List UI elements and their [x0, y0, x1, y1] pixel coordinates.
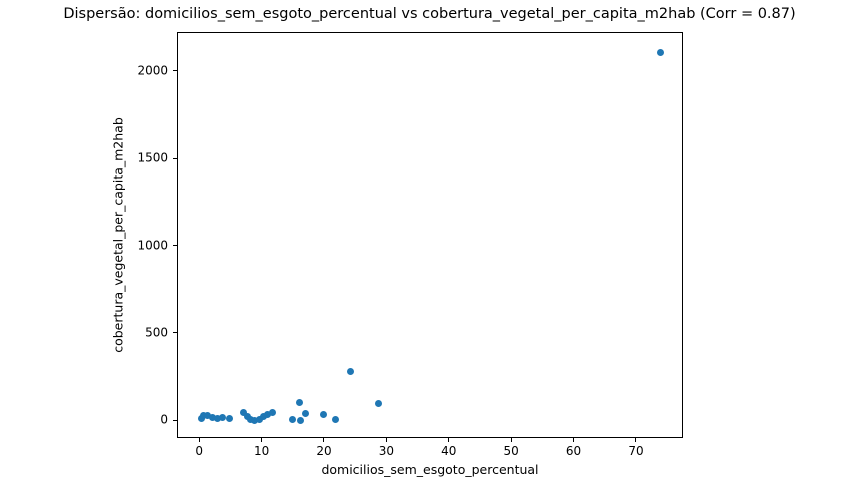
data-point: [255, 415, 263, 423]
data-point: [374, 400, 382, 408]
y-tick-label: 1000: [137, 238, 168, 253]
data-point: [200, 412, 208, 420]
data-point: [208, 414, 216, 422]
data-point: [219, 414, 227, 422]
x-tick-label: 40: [441, 444, 457, 458]
x-tick-mark: [323, 438, 325, 442]
plot-area: 0 10 20 30 40 50 60 70 0 500 1000 1500 2000: [137, 32, 683, 458]
y-tick-mark: [173, 332, 177, 334]
y-tick-mark: [173, 419, 177, 421]
data-point: [226, 415, 234, 423]
data-point: [302, 410, 310, 418]
data-point: [295, 399, 303, 407]
data-point: [657, 49, 665, 57]
x-tick-label: 30: [378, 444, 395, 458]
x-tick-label: 0: [195, 444, 204, 458]
data-point: [240, 409, 247, 417]
y-tick-label: 0: [160, 412, 168, 427]
x-tick-mark: [261, 438, 263, 442]
data-point: [268, 408, 276, 416]
data-point: [320, 410, 328, 418]
x-tick-mark: [510, 438, 512, 442]
y-tick-mark: [173, 245, 177, 247]
y-tick-label: 2000: [137, 63, 168, 78]
x-tick-label: 60: [565, 444, 582, 458]
data-point: [251, 416, 259, 424]
data-point: [288, 415, 296, 423]
y-axis-label: cobertura_vegetal_per_capita_m2hab: [110, 117, 126, 353]
x-tick-mark: [448, 438, 450, 442]
data-point: [246, 416, 254, 424]
y-tick-label: 1500: [137, 150, 168, 165]
x-tick-mark: [198, 438, 200, 442]
data-point: [204, 411, 212, 419]
y-tick-mark: [173, 70, 177, 72]
x-tick-label: 70: [628, 444, 644, 458]
x-tick-label: 50: [503, 444, 519, 458]
data-point: [259, 413, 267, 421]
y-tick-mark: [173, 157, 177, 159]
x-tick-label: 10: [253, 444, 270, 458]
data-point: [264, 410, 272, 418]
data-point: [297, 416, 305, 424]
x-tick-mark: [573, 438, 575, 442]
chart-title: Dispersão: domicilios_sem_esgoto_percent…: [63, 6, 796, 22]
data-point: [347, 367, 355, 375]
x-tick-label: 20: [316, 444, 332, 458]
y-tick-label: 500: [145, 325, 168, 340]
x-tick-mark: [385, 438, 387, 442]
x-axis-label: domicilios_sem_esgoto_percentual: [321, 462, 539, 477]
x-tick-mark: [635, 438, 637, 442]
data-point: [213, 415, 221, 423]
data-point: [331, 415, 339, 423]
